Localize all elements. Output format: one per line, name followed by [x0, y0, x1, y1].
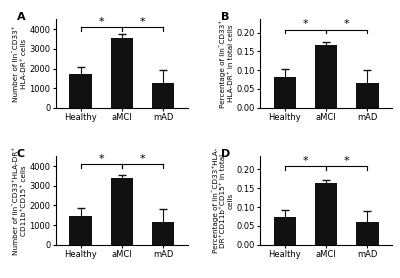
- Bar: [274, 217, 296, 245]
- Bar: [110, 38, 133, 108]
- Text: D: D: [221, 149, 230, 159]
- Text: *: *: [98, 17, 104, 27]
- Y-axis label: Percentage of lin¯CD33⁺
HLA-DR⁺ in total cells: Percentage of lin¯CD33⁺ HLA-DR⁺ in total…: [219, 19, 234, 108]
- Text: *: *: [140, 154, 145, 164]
- Text: *: *: [140, 17, 145, 27]
- Text: *: *: [344, 156, 350, 166]
- Y-axis label: Number of lin¯CD33⁺
HLA-DR⁺ cells: Number of lin¯CD33⁺ HLA-DR⁺ cells: [13, 25, 26, 102]
- Text: *: *: [303, 156, 308, 166]
- Bar: [356, 83, 379, 108]
- Bar: [274, 77, 296, 108]
- Text: *: *: [303, 19, 308, 29]
- Bar: [152, 83, 174, 108]
- Bar: [356, 222, 379, 245]
- Bar: [315, 183, 338, 245]
- Text: B: B: [221, 13, 229, 23]
- Y-axis label: Number of lin¯CD33⁺HLA-DR⁺
CD11b⁺CD15⁺ cells: Number of lin¯CD33⁺HLA-DR⁺ CD11b⁺CD15⁺ c…: [13, 147, 26, 255]
- Bar: [69, 216, 92, 245]
- Bar: [110, 178, 133, 245]
- Text: *: *: [98, 154, 104, 164]
- Bar: [315, 45, 338, 108]
- Text: *: *: [344, 19, 350, 29]
- Y-axis label: Percentage of lin¯CD33⁺HLA-
DR⁺CD11b⁺CD15⁺ in total
cells: Percentage of lin¯CD33⁺HLA- DR⁺CD11b⁺CD1…: [212, 148, 234, 253]
- Text: C: C: [16, 149, 24, 159]
- Text: A: A: [16, 13, 25, 23]
- Bar: [152, 222, 174, 245]
- Bar: [69, 75, 92, 108]
